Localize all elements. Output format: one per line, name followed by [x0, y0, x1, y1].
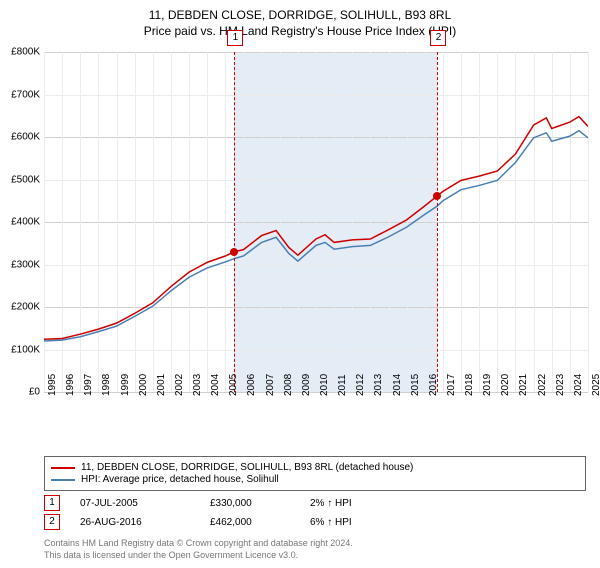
x-axis-label: 2000: [138, 374, 149, 396]
y-axis-label: £400K: [11, 217, 40, 228]
marker-table-row: 1 07-JUL-2005£330,0002% ↑ HPI: [44, 495, 586, 511]
chart-title: 11, DEBDEN CLOSE, DORRIDGE, SOLIHULL, B9…: [0, 8, 600, 22]
marker-date: 26-AUG-2016: [80, 517, 210, 528]
plot-svg: [44, 52, 588, 392]
x-axis-label: 2005: [228, 374, 239, 396]
x-axis-label: 1999: [120, 374, 131, 396]
marker-id-box: 1: [44, 495, 60, 511]
marker-id-box: 2: [44, 514, 60, 530]
x-axis-label: 2002: [174, 374, 185, 396]
y-axis-label: £0: [29, 387, 40, 398]
y-axis-label: £800K: [11, 47, 40, 58]
marker-table: 1 07-JUL-2005£330,0002% ↑ HPI 2 26-AUG-2016…: [44, 492, 586, 533]
legend: 11, DEBDEN CLOSE, DORRIDGE, SOLIHULL, B9…: [44, 456, 586, 491]
chart-container: 11, DEBDEN CLOSE, DORRIDGE, SOLIHULL, B9…: [0, 8, 600, 568]
x-axis-label: 1995: [47, 374, 58, 396]
x-axis-label: 2023: [555, 374, 566, 396]
x-axis-label: 1998: [101, 374, 112, 396]
legend-item: HPI: Average price, detached house, Soli…: [51, 474, 579, 485]
x-axis-label: 2021: [518, 374, 529, 396]
x-axis-label: 2012: [355, 374, 366, 396]
x-axis-label: 2010: [319, 374, 330, 396]
x-axis-label: 2004: [210, 374, 221, 396]
x-axis-label: 2001: [156, 374, 167, 396]
chart-area: 12 £0£100K£200K£300K£400K£500K£600K£700K…: [44, 52, 588, 422]
x-axis-label: 2024: [573, 374, 584, 396]
x-axis-label: 2019: [482, 374, 493, 396]
marker-dot: [433, 192, 441, 200]
y-axis-label: £100K: [11, 344, 40, 355]
x-axis-label: 2015: [410, 374, 421, 396]
marker-vline: [437, 52, 438, 392]
x-axis-label: 2008: [283, 374, 294, 396]
marker-pct: 6% ↑ HPI: [310, 517, 410, 528]
x-axis-label: 2020: [500, 374, 511, 396]
x-axis-label: 2018: [464, 374, 475, 396]
y-axis-label: £300K: [11, 259, 40, 270]
x-axis-label: 2022: [537, 374, 548, 396]
marker-table-row: 2 26-AUG-2016£462,0006% ↑ HPI: [44, 514, 586, 530]
y-axis-label: £700K: [11, 89, 40, 100]
marker-price: £330,000: [210, 498, 310, 509]
legend-swatch: [51, 467, 75, 469]
plot-area: 12: [44, 52, 588, 392]
gridline-v: [588, 52, 589, 392]
x-axis-label: 2006: [246, 374, 257, 396]
y-axis-label: £600K: [11, 132, 40, 143]
marker-dot: [230, 248, 238, 256]
marker-box: 2: [430, 30, 446, 46]
x-axis-label: 2013: [373, 374, 384, 396]
legend-item: 11, DEBDEN CLOSE, DORRIDGE, SOLIHULL, B9…: [51, 462, 579, 473]
attribution: Contains HM Land Registry data © Crown c…: [44, 538, 586, 561]
x-axis-label: 2007: [265, 374, 276, 396]
x-axis-label: 1997: [83, 374, 94, 396]
x-axis-label: 2014: [392, 374, 403, 396]
legend-swatch: [51, 479, 75, 481]
x-axis-label: 2003: [192, 374, 203, 396]
series-line: [44, 117, 588, 340]
marker-pct: 2% ↑ HPI: [310, 498, 410, 509]
attribution-line1: Contains HM Land Registry data © Crown c…: [44, 538, 586, 550]
x-axis-label: 1996: [65, 374, 76, 396]
legend-label: 11, DEBDEN CLOSE, DORRIDGE, SOLIHULL, B9…: [81, 462, 413, 473]
x-axis-label: 2009: [301, 374, 312, 396]
marker-date: 07-JUL-2005: [80, 498, 210, 509]
x-axis-label: 2025: [591, 374, 600, 396]
legend-label: HPI: Average price, detached house, Soli…: [81, 474, 279, 485]
marker-price: £462,000: [210, 517, 310, 528]
x-axis-label: 2016: [428, 374, 439, 396]
x-axis-label: 2017: [446, 374, 457, 396]
y-axis-label: £200K: [11, 302, 40, 313]
chart-subtitle: Price paid vs. HM Land Registry's House …: [0, 24, 600, 38]
marker-vline: [234, 52, 235, 392]
marker-box: 1: [227, 30, 243, 46]
x-axis-label: 2011: [337, 374, 348, 396]
y-axis-label: £500K: [11, 174, 40, 185]
